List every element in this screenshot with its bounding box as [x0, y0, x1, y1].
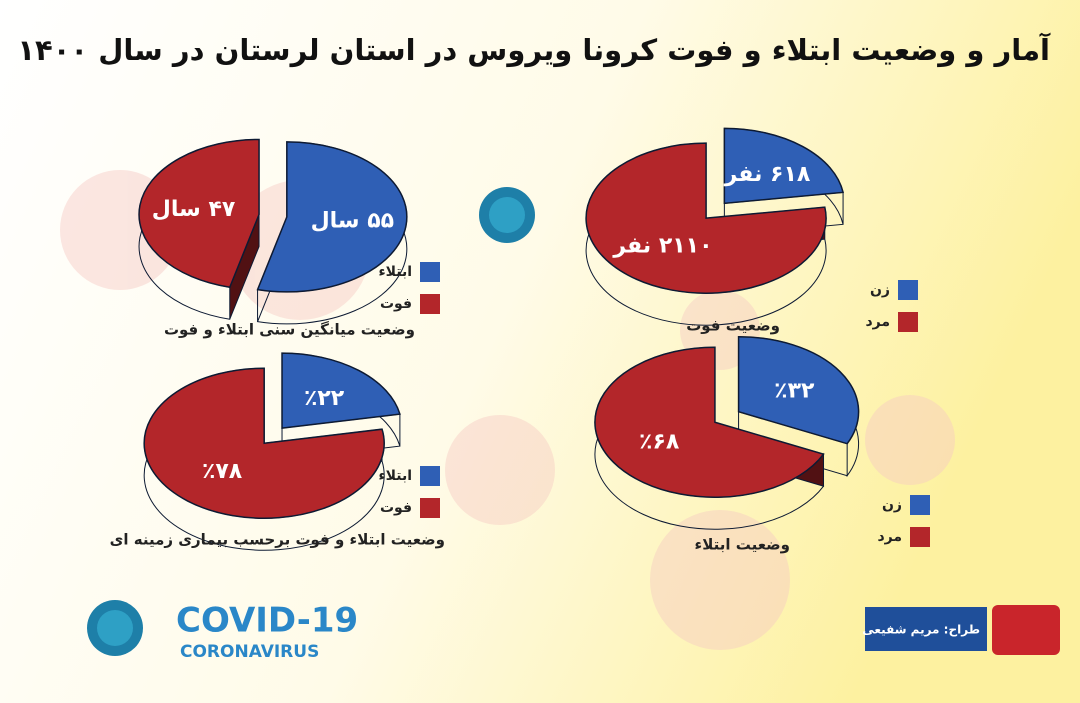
legend-swatch [910, 495, 930, 515]
value-label: ٪۳۲ [774, 379, 815, 404]
value-label: ۶۱۸ نفر [724, 162, 811, 187]
slice [143, 367, 385, 519]
value-label: ۲۱۱۰ نفر [612, 234, 712, 259]
logo [992, 605, 1060, 655]
legend-label: فوت [380, 296, 412, 312]
chart-title: وضعیت ابتلاء و فوت برحسب بیماری زمینه ای [110, 531, 445, 549]
legend-label: ابتلاء [378, 468, 412, 484]
slice [585, 142, 827, 294]
designer: طراح: مریم شفیعی [862, 623, 980, 637]
legend-swatch [898, 312, 918, 332]
value-label: ٪۷۸ [202, 459, 243, 484]
value-label: ۴۷ سال [152, 197, 236, 222]
slice [737, 335, 860, 445]
slice [138, 138, 260, 289]
legend-label: ابتلاء [378, 264, 412, 280]
legend-swatch [420, 262, 440, 282]
slice [594, 346, 825, 498]
legend-swatch [898, 280, 918, 300]
legend-swatch [420, 294, 440, 314]
page-title: آمار و وضعیت ابتلاء و فوت کرونا ویروس در… [17, 32, 1051, 67]
logo-subtitle: CORONAVIRUS [180, 642, 319, 662]
chart-title: وضعیت فوت [686, 317, 780, 335]
legend-swatch [420, 466, 440, 486]
designer-box [865, 607, 987, 651]
chart-title: وضعیت میانگین سنی ابتلاء و فوت [164, 321, 415, 339]
chart-title: وضعیت ابتلاء [695, 536, 790, 554]
legend-swatch [910, 527, 930, 547]
legend-label: فوت [380, 500, 412, 516]
slice [256, 141, 408, 293]
value-label: ٪۲۲ [304, 386, 345, 411]
value-label: ٪۶۸ [639, 429, 680, 454]
value-label: ۵۵ سال [311, 209, 395, 234]
legend-swatch [420, 498, 440, 518]
legend-label: زن [882, 497, 902, 513]
slice [281, 352, 401, 429]
legend-label: زن [870, 282, 890, 298]
legend-label: مرد [865, 314, 890, 330]
logo-title: COVID-19 [176, 601, 358, 641]
legend-label: مرد [877, 529, 902, 545]
slice [723, 127, 844, 205]
virus-icon [87, 187, 535, 656]
